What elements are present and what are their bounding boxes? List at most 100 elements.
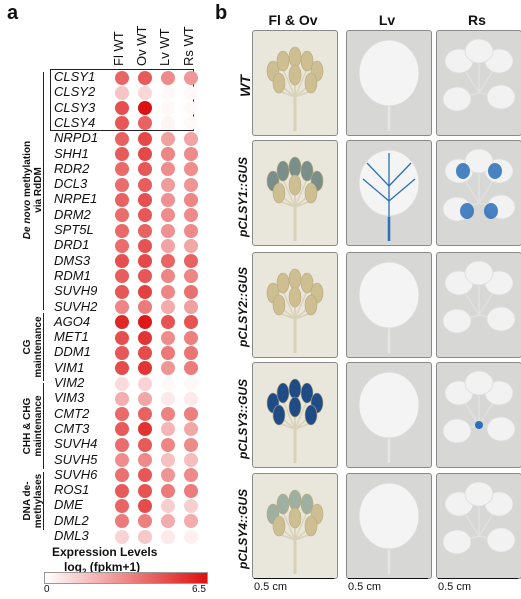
row-label-wt: WT xyxy=(237,75,253,97)
heatmap-cell xyxy=(161,483,175,498)
heatmap-cell xyxy=(115,208,129,223)
heatmap-cell xyxy=(138,284,152,299)
heatmap-cell xyxy=(138,376,152,391)
gene-label-dms3: DMS3 xyxy=(54,252,91,268)
heatmap-cell xyxy=(184,147,198,161)
gus-photo xyxy=(252,362,338,468)
heatmap-cell xyxy=(138,147,152,161)
heatmap-cell xyxy=(161,422,175,437)
heatmap-cell xyxy=(138,238,152,253)
group-bracket-demethylases xyxy=(43,472,44,530)
heatmap-cell xyxy=(138,345,152,360)
gus-photo xyxy=(346,140,432,246)
heatmap-cell xyxy=(161,330,175,345)
heatmap-cell xyxy=(184,284,198,299)
heatmap-cell xyxy=(115,361,129,376)
heatmap-cell xyxy=(161,131,175,146)
heatmap-cell xyxy=(115,345,129,360)
heatmap-cell xyxy=(138,269,152,284)
heatmap-cell xyxy=(161,284,175,299)
heatmap-cell xyxy=(138,361,152,376)
gus-photo xyxy=(436,473,521,579)
heatmap-cell xyxy=(161,529,175,544)
heatmap-cell xyxy=(115,391,129,406)
gus-photo xyxy=(436,252,521,358)
heatmap-cell xyxy=(115,300,129,314)
heatmap-cell xyxy=(184,391,198,406)
heatmap-cell xyxy=(115,269,129,284)
heatmap-cell xyxy=(184,162,198,177)
heatmap-cell xyxy=(184,437,198,452)
heatmap-cell xyxy=(138,407,152,422)
heatmap-cell xyxy=(161,147,175,161)
heatmap-cell xyxy=(161,269,175,284)
heatmap-cell xyxy=(161,391,175,406)
gene-label-suvh6: SUVH6 xyxy=(54,466,98,482)
heatmap-cell xyxy=(138,131,152,146)
heatmap-cell xyxy=(115,514,129,529)
heatmap-cell xyxy=(184,177,198,192)
heatmap-cell xyxy=(138,223,152,238)
legend-title: Expression Levels xyxy=(52,545,158,559)
gene-label-ros1: ROS1 xyxy=(54,482,90,498)
heatmap-cell xyxy=(161,300,175,314)
heatmap-cell xyxy=(184,131,198,146)
heatmap-cell xyxy=(184,361,198,376)
heatmap-cell xyxy=(161,437,175,452)
photo-illustration xyxy=(358,482,420,574)
heatmap-cell xyxy=(115,192,129,207)
photo-illustration xyxy=(266,46,324,131)
gene-label-drd1: DRD1 xyxy=(54,237,90,253)
gus-photo xyxy=(252,30,338,136)
heatmap-cell xyxy=(138,177,152,192)
heatmap-cell xyxy=(115,468,129,483)
heatmap-cell xyxy=(184,315,198,330)
heatmap-cell xyxy=(115,70,129,85)
gene-label-drm2: DRM2 xyxy=(54,206,91,222)
heatmap-cell xyxy=(161,453,175,467)
gene-label-vim3: VIM3 xyxy=(54,390,85,406)
heatmap-cell xyxy=(161,361,175,376)
photo-illustration xyxy=(358,371,420,463)
heatmap-cell xyxy=(138,391,152,406)
photo-illustration xyxy=(266,489,324,574)
heatmap-cell xyxy=(138,162,152,177)
heatmap-cell xyxy=(138,101,152,116)
heatmap-cell xyxy=(138,192,152,207)
scale-bar-label-rs: 0.5 cm xyxy=(438,581,472,593)
gene-label-dcl3: DCL3 xyxy=(54,176,88,192)
heatmap-cell xyxy=(161,70,175,85)
gene-label-dml3: DML3 xyxy=(54,528,89,543)
column-header-lv: Lv xyxy=(378,12,396,28)
gene-label-cmt3: CMT3 xyxy=(54,420,90,436)
heatmap-cell xyxy=(138,483,152,498)
gene-label-vim1: VIM1 xyxy=(54,359,85,375)
heatmap-cell xyxy=(115,131,129,146)
gene-label-clsy4: CLSY4 xyxy=(54,114,96,130)
gus-photo xyxy=(252,473,338,579)
heatmap-cell xyxy=(115,254,129,269)
gene-label-suvh2: SUVH2 xyxy=(54,298,98,314)
legend-color-bar xyxy=(44,572,208,584)
heatmap-cell xyxy=(161,345,175,360)
heatmap-cell xyxy=(184,345,198,360)
heatmap-cell xyxy=(184,254,198,269)
heatmap-cell xyxy=(138,453,152,467)
scale-bar-label-lv: 0.5 cm xyxy=(348,581,382,593)
heatmap-cell xyxy=(184,223,198,238)
heatmap-cell xyxy=(115,437,129,452)
heatmap-cell xyxy=(161,208,175,223)
scale-bar-label-fl-ov: 0.5 cm xyxy=(254,581,288,593)
heatmap-cell xyxy=(115,238,129,253)
heatmap-cell xyxy=(184,208,198,223)
gene-label-clsy1: CLSY1 xyxy=(54,69,96,84)
photo-illustration xyxy=(442,260,516,334)
heatmap-cell xyxy=(138,529,152,544)
column-header-rs: Rs xyxy=(468,12,486,28)
row-label-pclsy3: pCLSY3::GUS xyxy=(236,379,250,460)
heatmap-cell xyxy=(138,85,152,100)
photo-illustration xyxy=(442,481,516,555)
heatmap-cell xyxy=(161,101,175,116)
column-header-fl-ov: Fl & Ov xyxy=(268,12,318,28)
heatmap-cell xyxy=(115,376,129,391)
